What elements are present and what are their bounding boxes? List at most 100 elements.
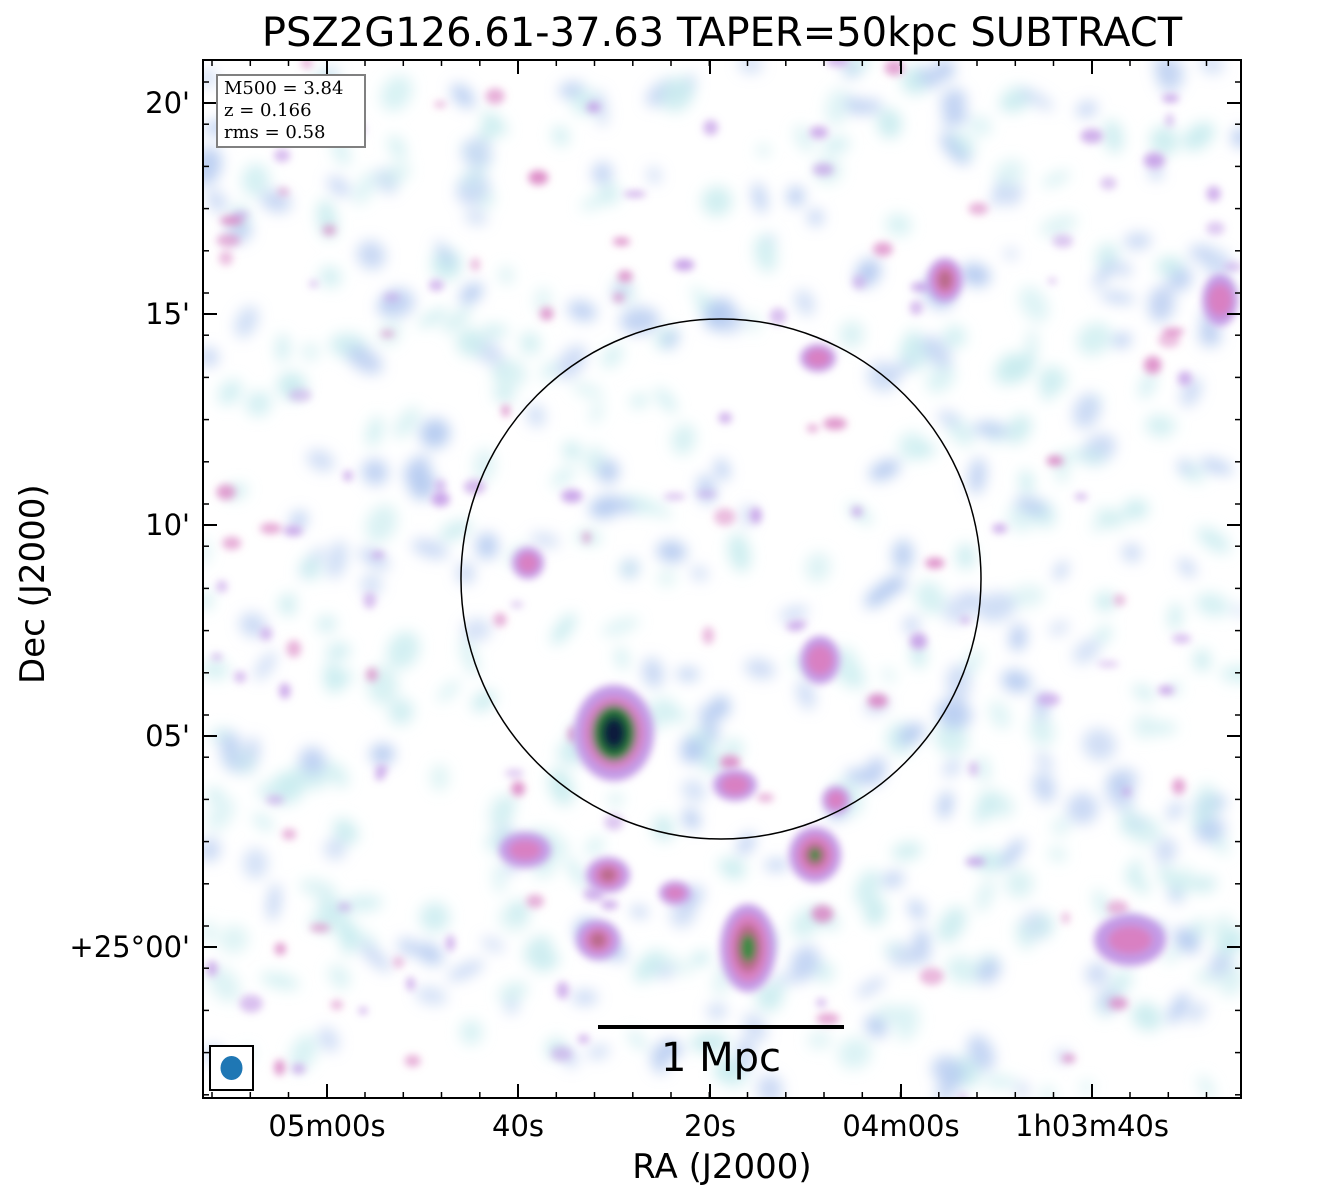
emission-blob (419, 418, 450, 449)
emission-blob (671, 423, 696, 455)
emission-blob (239, 994, 263, 1013)
emission-blob (911, 642, 927, 669)
emission-blob (1201, 310, 1218, 344)
emission-blob (534, 287, 552, 314)
emission-blob (975, 592, 1016, 622)
emission-blob (754, 234, 777, 273)
emission-blob (959, 616, 971, 624)
emission-blob (919, 967, 944, 986)
emission-blob (727, 533, 751, 572)
emission-blob (206, 189, 227, 213)
emission-blob (937, 410, 961, 426)
emission-blob (771, 980, 786, 1001)
emission-blob (357, 240, 386, 270)
emission-blob (965, 857, 986, 866)
emission-blob (473, 448, 496, 483)
emission-blob (998, 97, 1028, 112)
emission-blob (657, 570, 677, 586)
emission-blob (1131, 873, 1150, 895)
emission-blob (823, 417, 847, 430)
redshift-text: z = 0.166 (224, 100, 312, 121)
emission-blob (471, 690, 496, 712)
emission-blob (889, 359, 913, 378)
emission-blob (1197, 527, 1231, 554)
emission-blob (561, 489, 583, 503)
emission-blob (366, 667, 378, 682)
emission-blob (435, 240, 455, 267)
emission-blob (511, 781, 525, 796)
emission-blob (324, 837, 346, 860)
emission-blob (216, 484, 236, 500)
emission-blob (337, 902, 352, 912)
emission-blob (583, 446, 605, 474)
emission-blob (908, 899, 926, 920)
emission-blob (816, 998, 827, 1007)
emission-blob (652, 814, 675, 842)
emission-blob (696, 491, 717, 498)
emission-blob (918, 66, 940, 89)
emission-blob (1162, 94, 1179, 103)
emission-blob (375, 764, 388, 775)
emission-blob (1100, 176, 1117, 190)
emission-blob (942, 325, 967, 349)
emission-blob (445, 934, 455, 952)
emission-blob (552, 125, 570, 147)
emission-blob (1007, 584, 1045, 608)
emission-blob (976, 958, 1001, 985)
emission-blob (530, 532, 560, 548)
emission-blob (218, 925, 249, 954)
emission-blob (863, 897, 887, 926)
emission-blob (909, 300, 923, 315)
emission-blob (618, 563, 638, 575)
emission-blob (217, 379, 243, 406)
radio-sources (499, 258, 1238, 992)
emission-blob (572, 382, 604, 399)
emission-blob (463, 479, 486, 494)
y-tick-label: 20' (145, 86, 190, 120)
emission-blob (812, 163, 834, 176)
emission-blob (779, 606, 809, 621)
emission-blob (612, 237, 631, 246)
emission-blob (1123, 232, 1152, 250)
emission-blob (1199, 60, 1224, 75)
emission-blob (260, 522, 282, 534)
emission-blob (418, 308, 448, 328)
plot-frame (202, 59, 1242, 1099)
emission-blob (1102, 119, 1124, 154)
emission-blob (203, 660, 230, 680)
emission-blob (582, 531, 591, 544)
emission-blob (898, 432, 928, 461)
emission-blob (504, 768, 524, 778)
emission-blob (309, 923, 331, 933)
emission-blob (260, 627, 273, 641)
emission-blob (867, 693, 888, 708)
emission-blob (1106, 768, 1138, 792)
emission-blob (881, 871, 905, 888)
emission-blob (323, 669, 355, 685)
emission-blob (406, 976, 415, 991)
emission-blob (972, 422, 1009, 437)
emission-blob (884, 60, 904, 76)
emission-blob (950, 131, 977, 157)
emission-blob (459, 282, 483, 305)
source-contour (665, 886, 685, 900)
axis-ticks (203, 60, 1241, 1098)
emission-blob (1015, 920, 1033, 951)
emission-blob (283, 525, 303, 536)
emission-blob (661, 77, 694, 112)
emission-blob (498, 905, 529, 932)
emission-blob (656, 540, 687, 563)
emission-blob (325, 642, 351, 661)
emission-blob (1172, 778, 1186, 795)
emission-blob (790, 945, 820, 980)
chart-title: PSZ2G126.61-37.63 TAPER=50kpc SUBTRACT (261, 10, 1183, 56)
emission-blob (358, 548, 390, 570)
emission-blob (806, 424, 819, 433)
emission-blob (946, 664, 971, 702)
emission-blob (1150, 126, 1179, 156)
emission-blob (655, 387, 677, 413)
source-contour (1208, 284, 1232, 316)
emission-blob (564, 856, 589, 890)
emission-blob (651, 1047, 668, 1074)
